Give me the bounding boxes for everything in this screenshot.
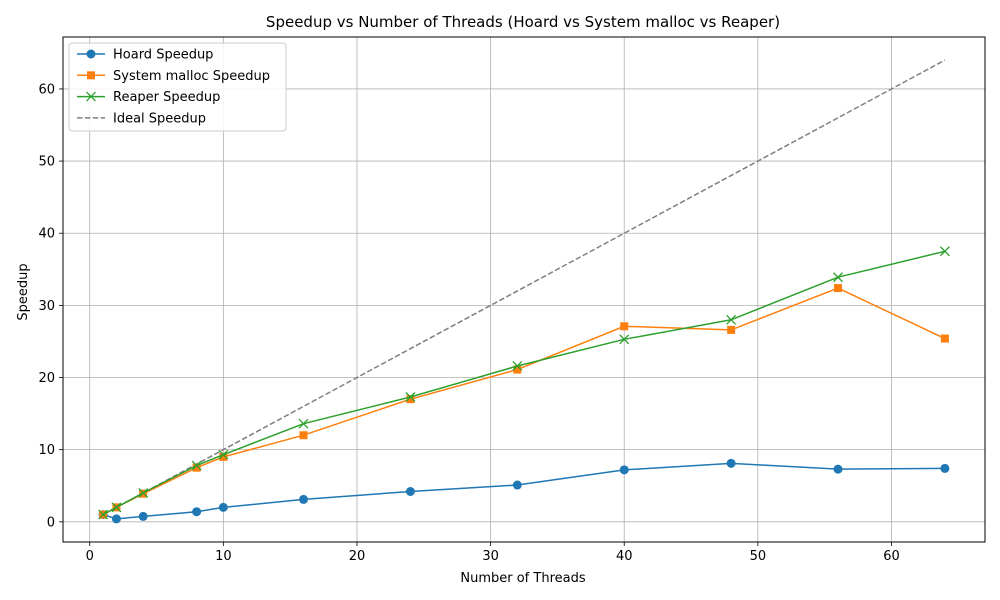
legend-label: Hoard Speedup <box>113 48 213 63</box>
marker-stroke <box>218 449 229 460</box>
legend-box <box>68 42 287 132</box>
marker-stroke <box>111 502 122 513</box>
data-point-system-malloc-speedup <box>192 463 201 472</box>
series-reaper-speedup <box>98 246 950 520</box>
data-point-reaper-speedup <box>111 502 122 513</box>
data-point-reaper-speedup <box>191 460 202 471</box>
data-point-reaper-speedup <box>98 509 109 520</box>
x-tick-label: 10 <box>215 549 232 564</box>
data-point-system-malloc-speedup <box>513 365 522 374</box>
legend-item-ideal-speedup: Ideal Speedup <box>77 111 206 126</box>
y-tick-label: 50 <box>38 155 55 170</box>
data-point-system-malloc-speedup <box>299 431 308 440</box>
data-point-hoard-speedup <box>405 487 415 496</box>
chart-title: Speedup vs Number of Threads (Hoard vs S… <box>266 13 780 31</box>
marker-stroke <box>833 272 843 283</box>
data-point-hoard-speedup <box>192 507 202 517</box>
data-point-hoard-speedup <box>833 464 843 474</box>
data-point-hoard-speedup <box>726 458 736 468</box>
y-tick-label: 0 <box>47 515 55 530</box>
legend-item-system-malloc-speedup: System malloc Speedup <box>77 69 270 84</box>
data-point-hoard-speedup <box>619 465 629 475</box>
data-point-system-malloc-speedup <box>406 395 415 404</box>
data-point-hoard-speedup <box>138 511 148 521</box>
legend-label: Reaper Speedup <box>113 90 220 105</box>
data-point-reaper-speedup <box>138 487 149 498</box>
data-point-hoard-speedup <box>218 502 228 512</box>
data-point-hoard-speedup <box>512 480 522 490</box>
data-point-reaper-speedup <box>619 334 630 345</box>
plot-area-frame <box>62 36 986 543</box>
data-point-system-malloc-speedup <box>940 334 949 343</box>
x-tick-label: 50 <box>750 549 767 564</box>
y-tick-label: 40 <box>38 227 55 242</box>
y-tick-label: 30 <box>38 299 55 314</box>
x-tick-label: 0 <box>86 549 94 564</box>
marker-stroke <box>405 392 416 402</box>
data-point-system-malloc-speedup <box>727 325 736 334</box>
data-point-hoard-speedup <box>299 494 309 504</box>
legend-label: System malloc Speedup <box>113 69 270 84</box>
grid-lines <box>63 37 985 542</box>
marker-stroke <box>138 487 149 498</box>
legend-item-reaper-speedup: Reaper Speedup <box>77 90 220 105</box>
series-ideal-speedup <box>102 59 946 516</box>
data-point-system-malloc-speedup <box>219 452 228 461</box>
legend-swatch-marker <box>87 71 95 80</box>
data-point-hoard-speedup <box>940 463 950 473</box>
data-point-hoard-speedup <box>111 514 121 524</box>
data-point-reaper-speedup <box>726 314 737 325</box>
marker-stroke <box>619 334 630 345</box>
data-point-reaper-speedup <box>939 246 950 257</box>
legend-swatch-marker <box>86 91 96 102</box>
legend-swatch-marker <box>86 49 96 59</box>
legend-item-hoard-speedup: Hoard Speedup <box>77 48 213 63</box>
y-axis-label: Speedup <box>16 263 31 320</box>
marker-stroke <box>191 460 202 471</box>
marker-stroke <box>939 246 950 257</box>
marker-stroke <box>512 361 523 371</box>
legend: Hoard Speedup System malloc Speedup Reaper… <box>68 42 287 132</box>
data-point-reaper-speedup <box>833 272 843 283</box>
y-tick-label: 20 <box>38 371 55 386</box>
data-point-system-malloc-speedup <box>620 322 629 331</box>
legend-label: Ideal Speedup <box>113 111 206 126</box>
marker-stroke <box>726 314 737 325</box>
x-tick-label: 60 <box>883 549 900 564</box>
series-layer <box>98 59 950 524</box>
marker-stroke <box>98 509 109 520</box>
data-point-reaper-speedup <box>512 361 523 371</box>
axis-ticks: 0 10 20 30 40 50 60 0 10 20 30 40 50 60 <box>38 82 899 564</box>
x-tick-label: 30 <box>482 549 499 564</box>
x-tick-label: 20 <box>349 549 366 564</box>
x-tick-label: 40 <box>616 549 633 564</box>
marker-stroke <box>298 418 309 429</box>
y-tick-label: 10 <box>38 443 55 458</box>
series-line-ideal-speedup <box>102 59 946 516</box>
series-line-reaper-speedup <box>102 250 946 516</box>
y-tick-label: 60 <box>38 82 55 97</box>
series-hoard-speedup <box>98 458 950 524</box>
data-point-reaper-speedup <box>298 418 309 429</box>
data-point-reaper-speedup <box>405 392 416 402</box>
data-point-reaper-speedup <box>218 449 229 460</box>
x-axis-label: Number of Threads <box>460 571 585 586</box>
marker-stroke <box>86 91 96 102</box>
data-point-system-malloc-speedup <box>834 284 843 293</box>
